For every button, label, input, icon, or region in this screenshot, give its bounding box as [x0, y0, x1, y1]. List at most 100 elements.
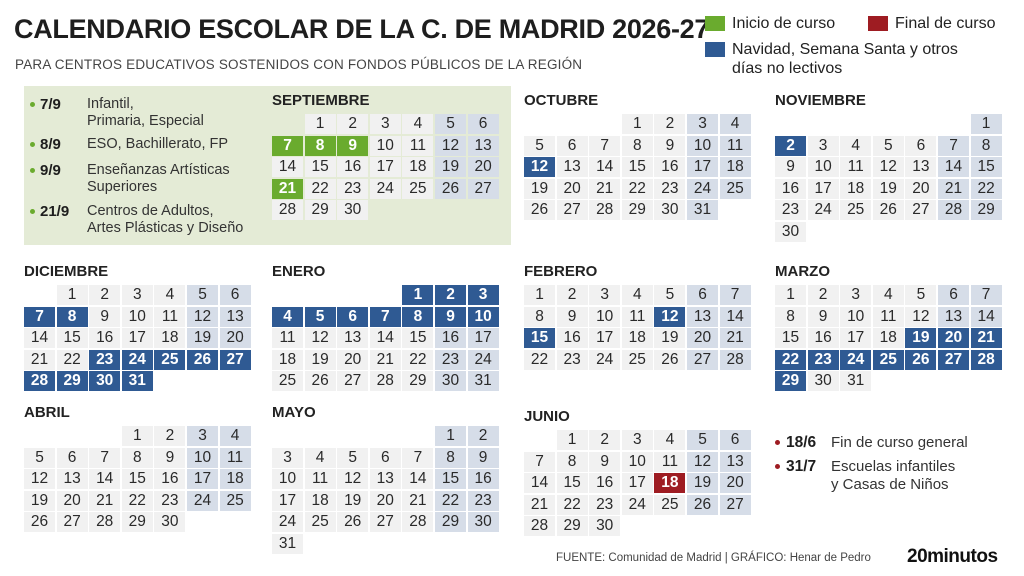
calendar-day: 23 [556, 349, 588, 370]
legend-end-swatch [868, 16, 888, 31]
calendar-day: 4 [719, 114, 751, 134]
calendar-day: 10 [272, 469, 303, 490]
calendar-day: 22 [556, 494, 588, 515]
calendar-day: 20 [719, 473, 751, 494]
calendar-day: 1 [304, 114, 336, 134]
course-start-date: 9/9 [40, 162, 61, 179]
calendar-day: 29 [121, 512, 153, 533]
calendar-day: 12 [524, 157, 555, 178]
calendar-day: 23 [89, 349, 121, 370]
calendar-day: 8 [56, 306, 88, 327]
calendar-day: 25 [219, 490, 251, 511]
calendar-day: 17 [187, 469, 218, 490]
calendar-day: 26 [337, 512, 369, 533]
course-start-desc-2: Artes Plásticas y Diseño [87, 220, 244, 236]
calendar-day: 10 [840, 306, 872, 327]
course-start-date: 8/9 [40, 136, 61, 153]
month-name: DICIEMBRE [24, 263, 109, 280]
calendar-day: 30 [467, 512, 499, 533]
calendar-day: 20 [938, 328, 969, 349]
calendar-day: 28 [402, 512, 434, 533]
bullet-dot [30, 209, 35, 214]
calendar-day: 20 [467, 157, 499, 178]
calendar-day: 12 [337, 469, 369, 490]
calendar-day: 27 [687, 349, 718, 370]
calendar-day: 19 [872, 178, 904, 199]
calendar-day: 16 [337, 157, 369, 178]
month-name: JUNIO [524, 408, 570, 425]
calendar-day: 25 [621, 349, 653, 370]
calendar-day: 25 [272, 371, 303, 392]
calendar-day: 15 [304, 157, 336, 178]
calendar-day: 7 [589, 135, 621, 156]
calendar-day: 2 [807, 285, 839, 305]
legend-end-label: Final de curso [895, 15, 996, 32]
calendar-day: 10 [121, 306, 153, 327]
calendar-day: 19 [304, 349, 336, 370]
calendar-day: 2 [775, 135, 806, 156]
calendar-day: 3 [807, 135, 839, 156]
calendar-day: 30 [154, 512, 186, 533]
calendar-day: 27 [467, 178, 499, 199]
calendar-day: 25 [872, 349, 904, 370]
calendar-day: 24 [807, 200, 839, 221]
course-end-date: 31/7 [786, 458, 817, 475]
calendar-day: 18 [154, 328, 186, 349]
month-name: ENERO [272, 263, 326, 280]
calendar-day: 26 [24, 512, 55, 533]
calendar-day: 27 [905, 200, 937, 221]
calendar-day: 6 [905, 135, 937, 156]
calendar-day: 3 [840, 285, 872, 305]
calendar-day: 6 [467, 114, 499, 134]
calendar-day: 3 [272, 447, 303, 468]
calendar-day: 1 [775, 285, 806, 305]
calendar-day: 11 [840, 157, 872, 178]
calendar-day: 7 [938, 135, 969, 156]
calendar-day: 19 [24, 490, 55, 511]
calendar-day: 28 [89, 512, 121, 533]
calendar-day: 16 [556, 328, 588, 349]
calendar-day: 19 [654, 328, 686, 349]
month-name: MARZO [775, 263, 830, 280]
calendar-day: 7 [369, 306, 401, 327]
calendar-day: 7 [24, 306, 55, 327]
calendar-day: 30 [807, 371, 839, 392]
calendar-day: 12 [304, 328, 336, 349]
calendar-day: 8 [304, 135, 336, 156]
calendar-day: 10 [589, 306, 621, 327]
source-credit: FUENTE: Comunidad de Madrid | GRÁFICO: H… [556, 552, 871, 564]
calendar-day: 25 [654, 494, 686, 515]
calendar-day: 22 [402, 349, 434, 370]
calendar-day: 12 [654, 306, 686, 327]
bullet-dot [30, 168, 35, 173]
calendar-day: 2 [556, 285, 588, 305]
calendar-day: 15 [56, 328, 88, 349]
month-name: ABRIL [24, 404, 70, 421]
calendar-day: 26 [654, 349, 686, 370]
calendar-day: 16 [435, 328, 466, 349]
calendar-day: 18 [219, 469, 251, 490]
calendar-day: 16 [589, 473, 621, 494]
calendar-day: 24 [840, 349, 872, 370]
legend-start-label: Inicio de curso [732, 15, 836, 32]
calendar-day: 22 [775, 349, 806, 370]
calendar-day: 5 [337, 447, 369, 468]
calendar-day: 17 [687, 157, 718, 178]
calendar-day: 17 [272, 490, 303, 511]
calendar-day: 17 [369, 157, 401, 178]
calendar-day: 26 [524, 200, 555, 221]
calendar-day: 19 [524, 178, 555, 199]
calendar-day: 27 [719, 494, 751, 515]
calendar-day: 7 [89, 447, 121, 468]
bullet-dot [30, 102, 35, 107]
calendar-day: 27 [938, 349, 969, 370]
calendar-day: 17 [467, 328, 499, 349]
calendar-day: 28 [970, 349, 1002, 370]
calendar-day: 17 [621, 473, 653, 494]
calendar-day: 29 [56, 371, 88, 392]
calendar-day: 13 [369, 469, 401, 490]
calendar-day: 20 [369, 490, 401, 511]
calendar-day: 17 [840, 328, 872, 349]
calendar-day: 22 [56, 349, 88, 370]
calendar-day: 23 [775, 200, 806, 221]
